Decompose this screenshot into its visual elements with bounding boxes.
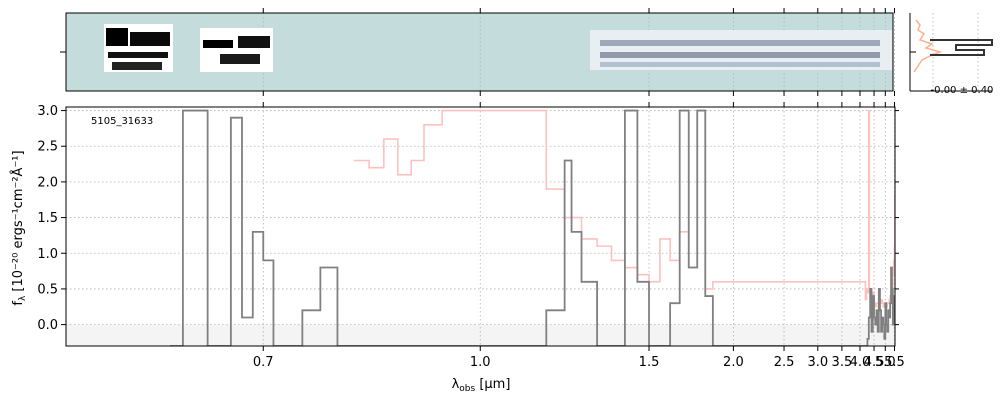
y-tick-label: 1.5 [37, 211, 58, 226]
spectrum-2d-block [600, 52, 880, 58]
spectrum-2d-ticks [60, 8, 896, 96]
x-axis-ticks: 0.7 1.0 1.5 2.0 2.5 3.0 3.54.04.55.05.5 [253, 102, 905, 370]
spectrum-2d-block [112, 62, 162, 70]
profile-label: -0.00 ± 0.40 [931, 85, 994, 96]
object-label: 5105_31633 [91, 116, 153, 127]
x-axis-label: λobs [μm] [452, 377, 511, 394]
spectrum-2d-block [600, 62, 880, 67]
spectrum-2d-block [106, 28, 128, 46]
main-grid [66, 107, 895, 346]
x-tick-label: 2.0 [723, 355, 744, 370]
y-tick-label: 2.5 [37, 140, 58, 155]
profile-model-line [913, 19, 943, 73]
spectrum-1d-panel: 0.7 1.0 1.5 2.0 2.5 3.0 3.54.04.55.05.5 0.0 0.5… [10, 102, 905, 394]
y-tick-label: 0.0 [37, 318, 58, 333]
y-tick-label: 2.0 [37, 175, 58, 190]
spectrum-2d-block [108, 52, 168, 58]
x-tick-label: 4.0 [850, 355, 871, 370]
x-tick-label: 5.5 [884, 355, 905, 370]
spectrum-2d-block [203, 40, 233, 48]
main-frame [65, 106, 896, 347]
spectrum-2d-block [600, 40, 880, 46]
spectrum-2d-block [238, 36, 270, 48]
x-tick-label: 2.5 [774, 355, 795, 370]
profile-data-line [930, 39, 993, 56]
profile-panel: -0.00 ± 0.40 [909, 13, 994, 96]
flux-series-line [169, 109, 895, 346]
x-tick-label: 1.0 [470, 355, 491, 370]
spectrum-2d-grid [262, 13, 895, 91]
x-tick-label: 0.7 [253, 355, 274, 370]
x-tick-label: 5.0 [875, 355, 896, 370]
x-tick-label: 4.5 [864, 355, 885, 370]
y-axis-label: fλ [10⁻²⁰ ergs⁻¹cm⁻²Å⁻¹] [10, 150, 28, 305]
x-tick-label: 3.5 [832, 355, 853, 370]
uncertainty-series-line [353, 109, 895, 308]
y-tick-label: 0.5 [37, 282, 58, 297]
spectrum-2d-block [130, 32, 170, 46]
spectrum-2d-blocks [104, 24, 892, 72]
y-tick-label: 3.0 [37, 104, 58, 119]
spectrum-2d-panel [60, 8, 896, 96]
y-axis-ticks: 0.0 0.5 1.0 1.5 2.0 2.5 3.0 [37, 104, 899, 333]
spectrum-2d-block [200, 28, 273, 72]
y-tick-label: 1.0 [37, 247, 58, 262]
x-tick-label: 1.5 [639, 355, 660, 370]
x-tick-label: 3.0 [807, 355, 828, 370]
spectrum-2d-block [220, 54, 260, 64]
plot-area [169, 109, 895, 346]
